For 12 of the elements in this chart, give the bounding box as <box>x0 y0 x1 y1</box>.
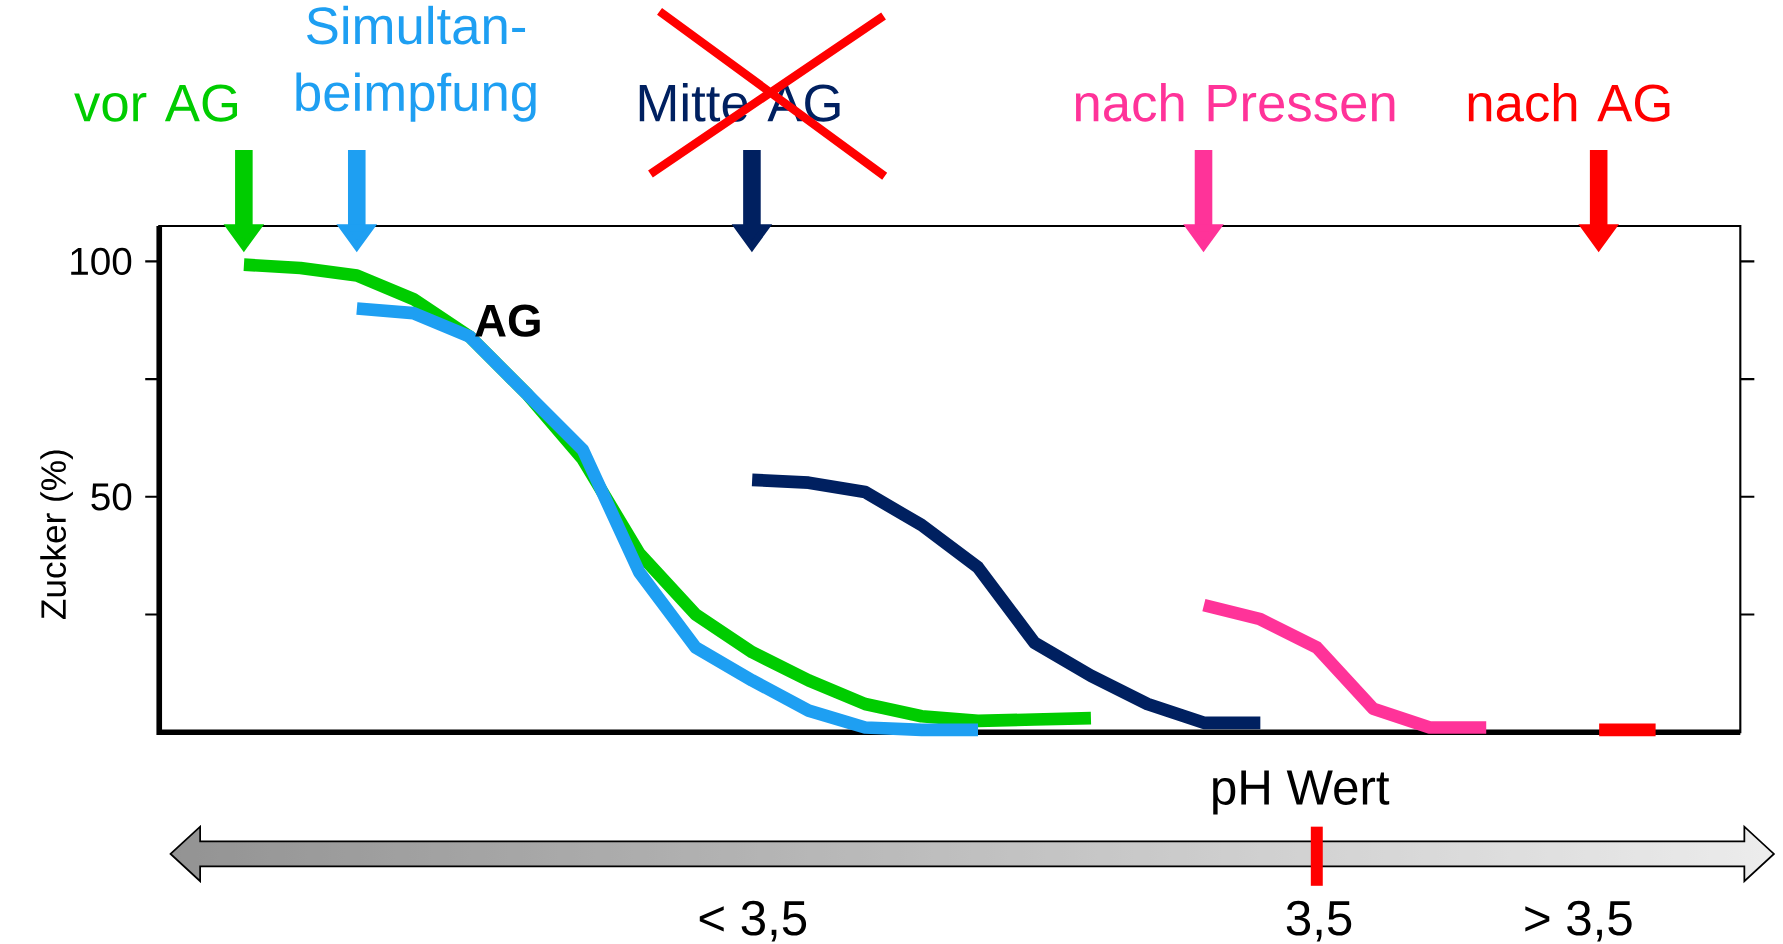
y-axis-title: Zucker (%) <box>40 450 73 620</box>
annotation: AG <box>475 304 540 337</box>
text: pH Wert <box>1213 770 1390 815</box>
text: < 3,5 <box>699 900 807 942</box>
text: 3,5 <box>1286 900 1352 942</box>
text: vor AG <box>74 84 238 122</box>
y-tick-label: 50 <box>91 483 132 511</box>
text: nach AG <box>1468 83 1670 122</box>
text: Simultan-beimpfung <box>296 5 536 122</box>
text: nach Pressen <box>1075 83 1395 122</box>
y-tick-label: 100 <box>71 247 132 276</box>
text: > 3,5 <box>1525 900 1632 942</box>
